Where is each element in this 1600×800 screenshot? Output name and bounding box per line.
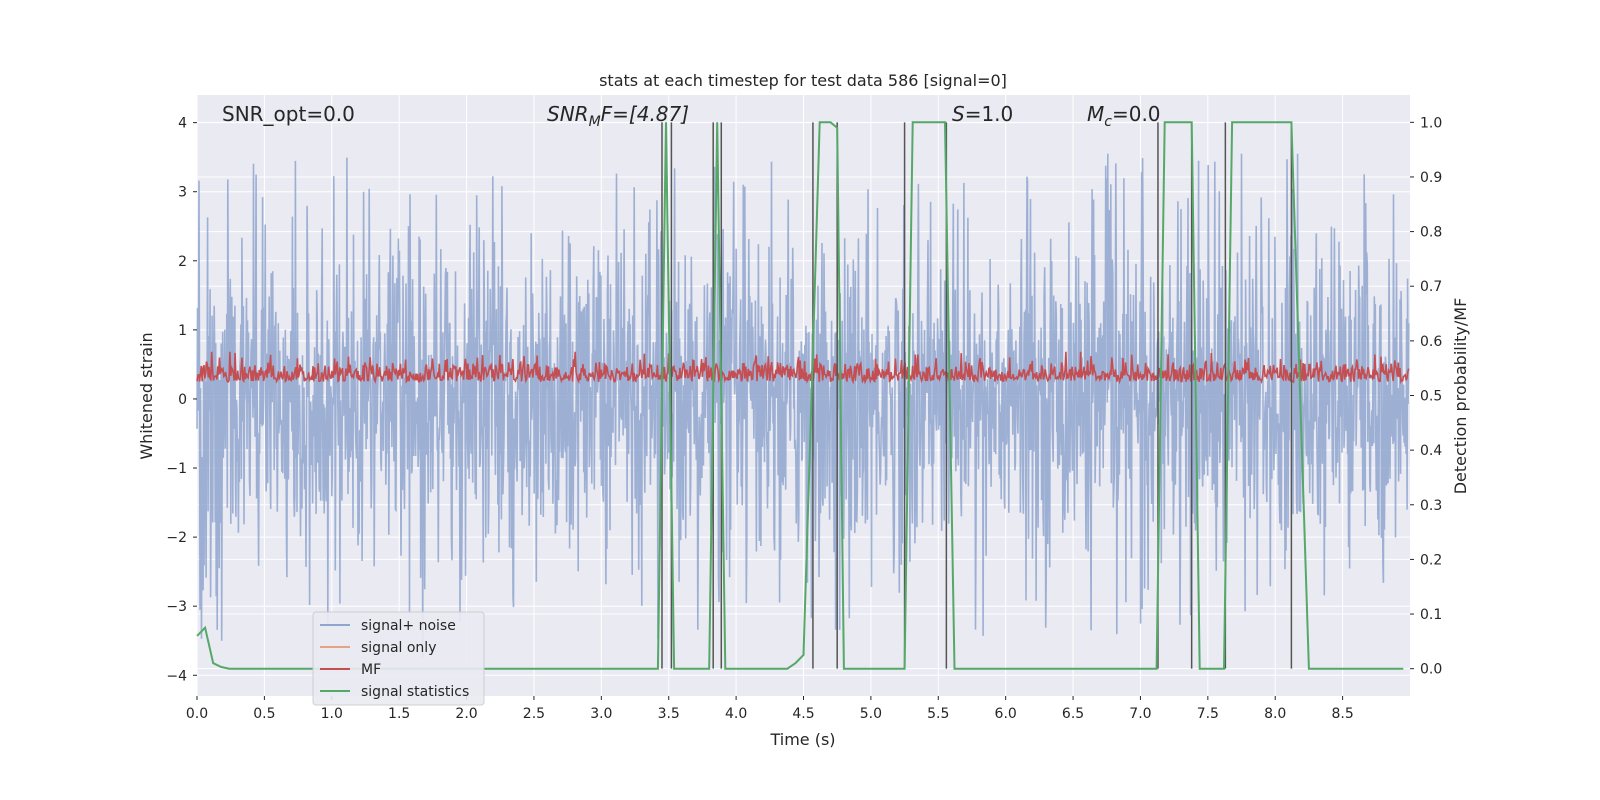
y2-tick-label: 0.3: [1420, 498, 1442, 514]
legend-label-signal-statistics: signal statistics: [361, 684, 469, 700]
y-axis-ticks: 4 3 2 1 0 −1 −2 −3 −4: [166, 116, 197, 684]
x-tick-label: 3.5: [658, 706, 680, 722]
x-tick-label: 4.0: [725, 706, 747, 722]
y2-tick-label: 0.4: [1420, 443, 1442, 459]
legend-label-signal-only: signal only: [361, 640, 436, 656]
x-tick-label: 7.5: [1197, 706, 1219, 722]
mf-line: [196, 351, 1410, 385]
x-tick-label: 5.0: [860, 706, 882, 722]
x-tick-label: 8.0: [1264, 706, 1286, 722]
annotation-mc: Mc=0.0: [1087, 102, 1161, 130]
annotation-snr-mf-rest: F=[4.87]: [601, 102, 689, 126]
y2-tick-label: 1.0: [1420, 115, 1442, 131]
y-tick-label: 2: [178, 254, 187, 270]
x-tick-label: 0.0: [186, 706, 208, 722]
legend-label-mf: MF: [361, 662, 381, 678]
series-mf: [196, 351, 1410, 385]
chart-title: stats at each timestep for test data 586…: [599, 71, 1007, 90]
x-axis-ticks: 0.0 0.5 1.0 1.5 2.0 2.5 3.0 3.5 4.0 4.5 5.0 5.5 6.0 6…: [186, 696, 1354, 722]
trigger-lines: [661, 122, 1293, 669]
annotation-mc-main: M: [1087, 102, 1104, 126]
annotation-mc-rest: =0.0: [1112, 102, 1161, 126]
x-tick-label: 1.5: [388, 706, 410, 722]
y-tick-label: −2: [166, 530, 187, 546]
signal-statistics-line: [196, 121, 1404, 670]
y-tick-label: −3: [166, 599, 187, 615]
y-tick-label: 3: [178, 185, 187, 201]
series-signal-plus-noise: [196, 153, 1410, 658]
annotation-snr-opt: SNR_opt=0.0: [222, 102, 355, 126]
annotation-snr-mf-main: SNR: [547, 102, 589, 126]
x-tick-label: 7.0: [1129, 706, 1151, 722]
annotation-snr-mf: SNRMF=[4.87]: [547, 102, 689, 130]
y2-tick-label: 0.6: [1420, 334, 1442, 350]
y-tick-label: −1: [166, 461, 187, 477]
y2-tick-label: 0.8: [1420, 225, 1442, 241]
y2-tick-label: 0.1: [1420, 607, 1442, 623]
signal-plus-noise-line: [196, 153, 1410, 658]
x-tick-label: 4.5: [792, 706, 814, 722]
y-tick-label: 4: [178, 116, 187, 132]
y2-tick-label: 0.9: [1420, 170, 1442, 186]
x-tick-label: 5.5: [927, 706, 949, 722]
annotation-s: S=1.0: [952, 102, 1013, 126]
legend-box: [312, 611, 485, 706]
annotation-s-rest: =1.0: [965, 102, 1014, 126]
x-tick-label: 8.5: [1331, 706, 1353, 722]
x-tick-label: 0.5: [253, 706, 275, 722]
y2-tick-label: 0.2: [1420, 552, 1442, 568]
y2-tick-label: 0.0: [1420, 662, 1442, 678]
annotation-s-main: S: [952, 102, 965, 126]
legend: signal+ noise signal only MF signal stat…: [312, 611, 485, 706]
x-tick-label: 3.0: [590, 706, 612, 722]
legend-label-signal-plus-noise: signal+ noise: [361, 618, 456, 634]
x-tick-label: 6.0: [995, 706, 1017, 722]
y2-axis-ticks: 1.0 0.9 0.8 0.7 0.6 0.5 0.4 0.3 0.2 0.1 0.0: [1410, 115, 1442, 678]
x-tick-label: 2.0: [455, 706, 477, 722]
series-signal-statistics: [196, 121, 1404, 670]
x-axis-label: Time (s): [769, 730, 835, 749]
y-tick-label: 0: [178, 392, 187, 408]
annotation-mc-sub: c: [1104, 114, 1112, 130]
y-tick-label: −4: [166, 668, 187, 684]
x-tick-label: 6.5: [1062, 706, 1084, 722]
annotation-snr-mf-sub: M: [589, 114, 601, 130]
x-tick-label: 2.5: [523, 706, 545, 722]
y-tick-label: 1: [178, 323, 187, 339]
y-axis-label: Whitened strain: [137, 332, 156, 459]
x-tick-label: 1.0: [321, 706, 343, 722]
y2-tick-label: 0.5: [1420, 389, 1442, 405]
y2-tick-label: 0.7: [1420, 279, 1442, 295]
y2-axis-label: Detection probability/MF: [1451, 298, 1470, 495]
